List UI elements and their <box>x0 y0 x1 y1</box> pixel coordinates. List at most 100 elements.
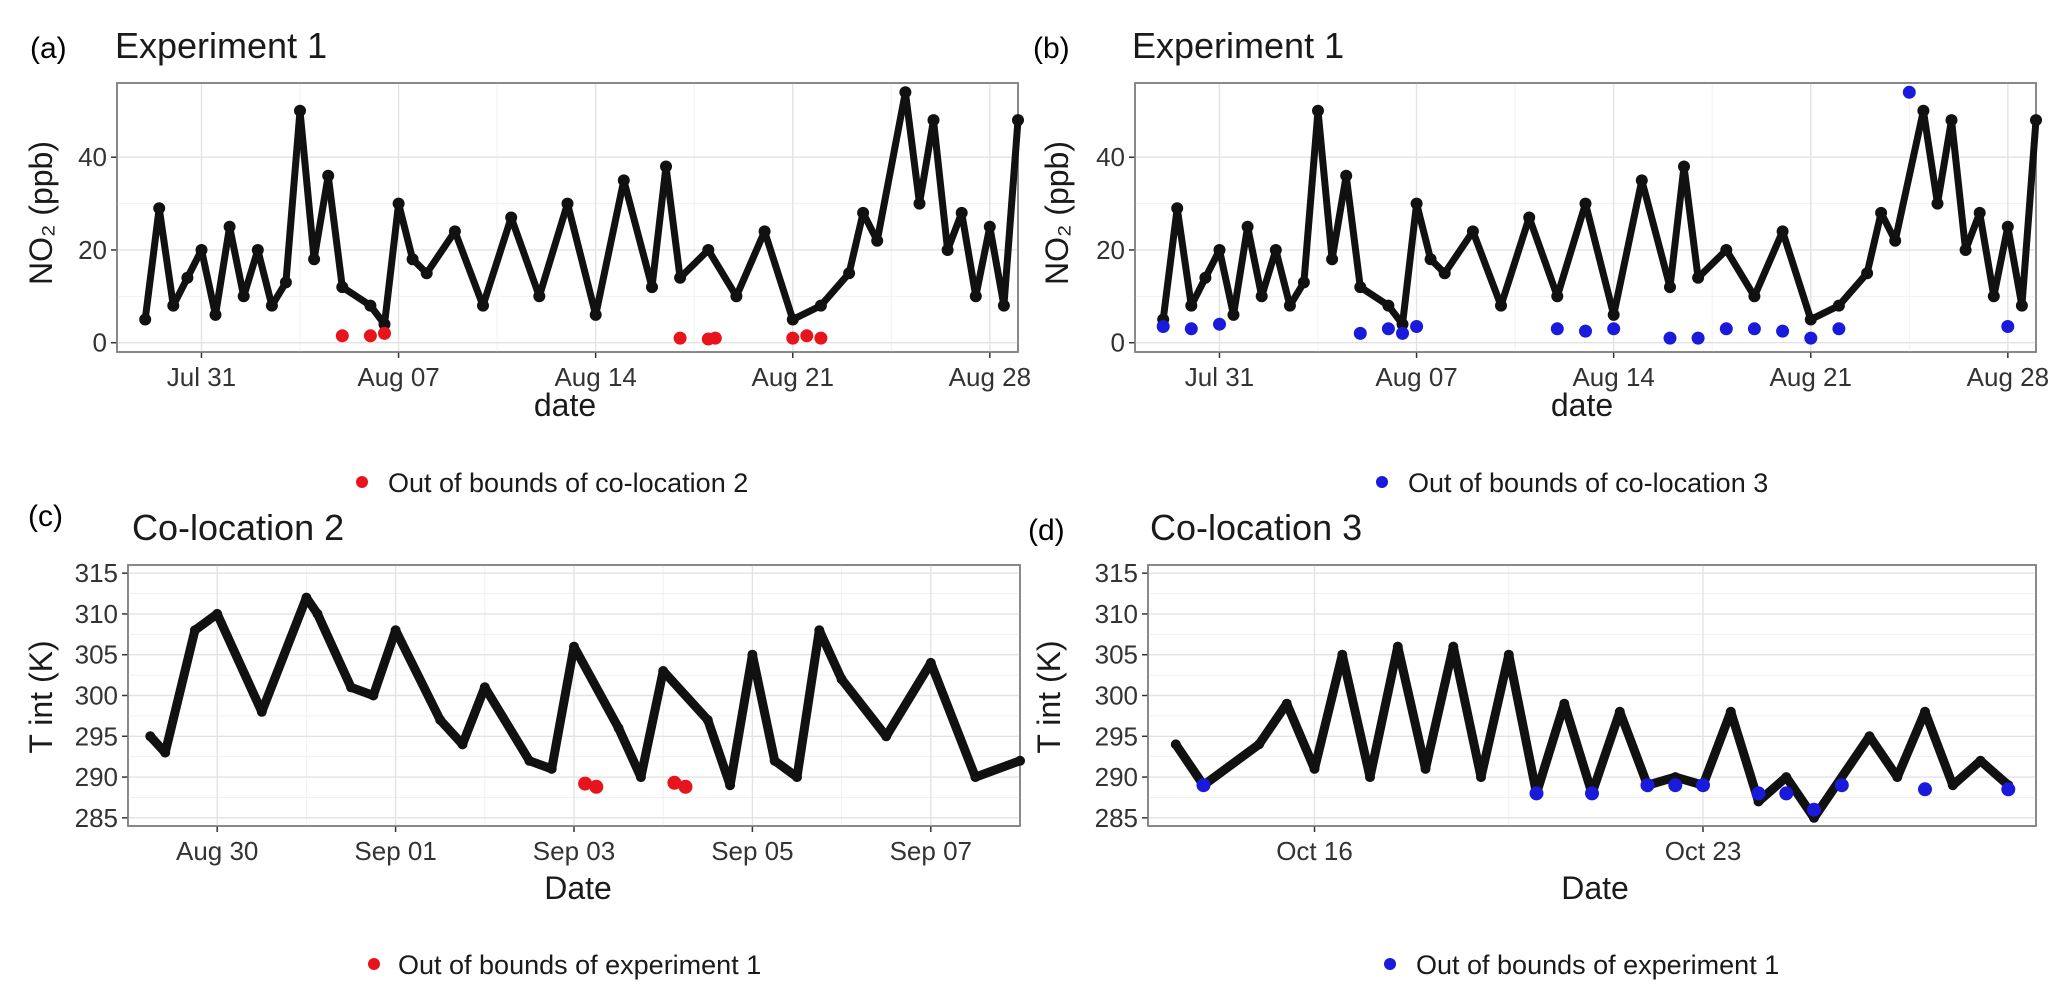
series-out-of-bounds <box>335 326 828 346</box>
data-point <box>1807 802 1821 817</box>
data-point <box>1550 322 1564 336</box>
panel-b-legend-marker <box>1376 476 1388 488</box>
panel-a: (a) Experiment 1 0 20 40 Jul 31 Aug 07 Aug 14… <box>23 25 1031 498</box>
data-segment <box>1666 163 1688 291</box>
data-point <box>1947 780 1958 791</box>
data-point <box>1381 322 1395 336</box>
data-point <box>1902 85 1916 99</box>
data-point <box>881 731 892 742</box>
data-segment <box>620 176 656 291</box>
data-segment <box>1272 246 1294 310</box>
panel-b-legend: Out of bounds of co-location 3 <box>1376 468 1768 498</box>
panel-a-legend-label: Out of bounds of co-location 2 <box>388 468 748 498</box>
data-segment <box>1230 223 1252 319</box>
data-point <box>312 608 323 619</box>
data-segment <box>1286 278 1308 310</box>
data-point <box>667 775 682 790</box>
x-tick-label: Aug 14 <box>1572 362 1654 392</box>
y-tick-label: 285 <box>1095 803 1138 833</box>
data-segment <box>1356 283 1392 310</box>
data-point <box>1668 778 1683 793</box>
data-point <box>212 608 223 619</box>
data-segment <box>395 200 417 263</box>
data-segment <box>423 227 459 277</box>
y-tick-label: 290 <box>1095 762 1138 792</box>
data-point <box>1410 320 1424 333</box>
data-segment <box>1807 302 1843 323</box>
y-tick-label: 20 <box>78 235 107 265</box>
data-point <box>1864 731 1875 742</box>
data-segment <box>1469 227 1505 310</box>
data-point <box>301 592 312 603</box>
data-segment <box>1948 116 1970 254</box>
data-segment <box>141 204 163 323</box>
data-segment <box>789 302 825 323</box>
data-point <box>390 625 401 636</box>
panel-a-xlabel: date <box>534 387 596 423</box>
data-point <box>836 674 847 685</box>
data-segment <box>1919 107 1941 208</box>
data-point <box>1640 778 1655 793</box>
y-tick-label: 40 <box>78 142 107 172</box>
y-tick-label: 290 <box>75 762 118 792</box>
data-segment <box>1891 107 1927 245</box>
data-segment <box>338 283 374 310</box>
data-point <box>1747 322 1761 336</box>
data-point <box>814 331 828 345</box>
data-point <box>435 715 446 725</box>
data-point <box>1196 778 1211 793</box>
series-main <box>1157 104 2042 331</box>
data-point <box>569 641 579 652</box>
data-point <box>378 326 391 340</box>
data-point <box>678 779 693 794</box>
data-segment <box>324 172 346 291</box>
data-point <box>1776 324 1790 338</box>
data-segment <box>155 204 177 310</box>
data-segment <box>451 227 487 310</box>
data-point <box>673 331 687 345</box>
panel-a-legend: Out of bounds of co-location 2 <box>356 468 748 498</box>
data-point <box>1781 772 1792 783</box>
data-segment <box>1399 200 1421 328</box>
data-point <box>925 657 936 668</box>
data-segment <box>296 107 318 263</box>
data-segment <box>1976 209 1998 300</box>
x-tick-label: Aug 30 <box>176 836 258 866</box>
data-point <box>1607 322 1621 336</box>
panel-b-ylabel: NO₂ (ppb) <box>1039 141 1075 285</box>
panel-d-legend-marker <box>1384 958 1396 970</box>
data-point <box>1309 763 1320 774</box>
data-segment <box>1258 246 1280 300</box>
data-segment <box>1750 227 1787 300</box>
data-point <box>256 706 267 717</box>
x-tick-label: Aug 28 <box>1967 362 2049 392</box>
data-segment <box>592 176 628 319</box>
series-main <box>139 86 1024 331</box>
data-segment <box>1934 116 1955 208</box>
data-segment <box>254 246 276 310</box>
data-point <box>524 755 535 766</box>
panel-b-title: Experiment 1 <box>1132 25 1344 66</box>
data-point <box>1503 649 1514 660</box>
data-segment <box>1497 214 1533 310</box>
data-point <box>363 329 377 343</box>
panel-c-plot: 285 290 295 300 305 310 315 Aug 30 Sep 01 Sep 03 S… <box>75 558 1025 866</box>
data-point <box>1892 772 1903 783</box>
x-tick-label: Oct 23 <box>1665 836 1742 866</box>
data-segment <box>1610 176 1646 319</box>
data-point <box>145 731 156 742</box>
data-segment <box>240 246 262 300</box>
data-segment <box>648 163 670 291</box>
series-out-of-bounds <box>578 775 693 794</box>
data-point <box>1834 778 1849 793</box>
y-tick-label: 0 <box>93 328 107 358</box>
data-point <box>1559 698 1570 709</box>
x-tick-label: Oct 16 <box>1276 836 1353 866</box>
data-segment <box>479 214 515 310</box>
panel-c-title: Co-location 2 <box>132 507 344 548</box>
data-segment <box>1441 227 1477 277</box>
series-main <box>145 592 1025 791</box>
y-tick-label: 315 <box>75 558 118 588</box>
data-segment <box>507 214 543 300</box>
data-segment <box>873 88 909 245</box>
